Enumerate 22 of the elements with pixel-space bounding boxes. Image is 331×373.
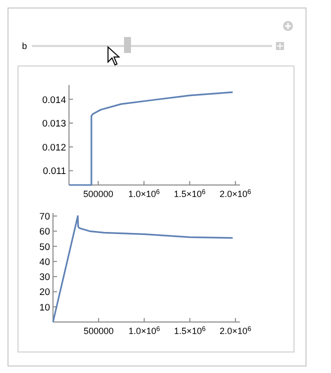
y-tick-label: 70 xyxy=(39,212,50,223)
line-series xyxy=(52,215,234,323)
y-tick-label: 10 xyxy=(39,302,50,314)
y-tick-label: 0.012 xyxy=(42,142,66,154)
y-tick-label: 30 xyxy=(39,272,50,284)
x-tick-label: 500000 xyxy=(83,189,114,199)
x-tick-label: 2.0×10$^{6}$ xyxy=(220,188,252,199)
y-tick-label: 40 xyxy=(39,256,50,268)
x-tick-label: 1.0×10$^{6}$ xyxy=(128,326,160,336)
line-series xyxy=(68,91,234,186)
y-tick-label: 20 xyxy=(39,287,50,298)
y-tick-label: 0.013 xyxy=(42,118,66,130)
y-tick-label: 0.011 xyxy=(42,166,66,178)
y-tick-label: 0.014 xyxy=(42,94,66,106)
x-tick-label: 500000 xyxy=(84,326,114,336)
x-tick-label: 1.5×10$^{6}$ xyxy=(174,188,206,199)
y-tick-label: 60 xyxy=(39,226,50,238)
x-tick-label: 1.5×10$^{6}$ xyxy=(174,326,206,336)
x-tick-label: 2.0×10$^{6}$ xyxy=(220,326,252,336)
y-tick-label: 50 xyxy=(39,242,50,253)
text: b xyxy=(22,41,28,51)
x-tick-label: 1.0×10$^{6}$ xyxy=(128,188,160,199)
